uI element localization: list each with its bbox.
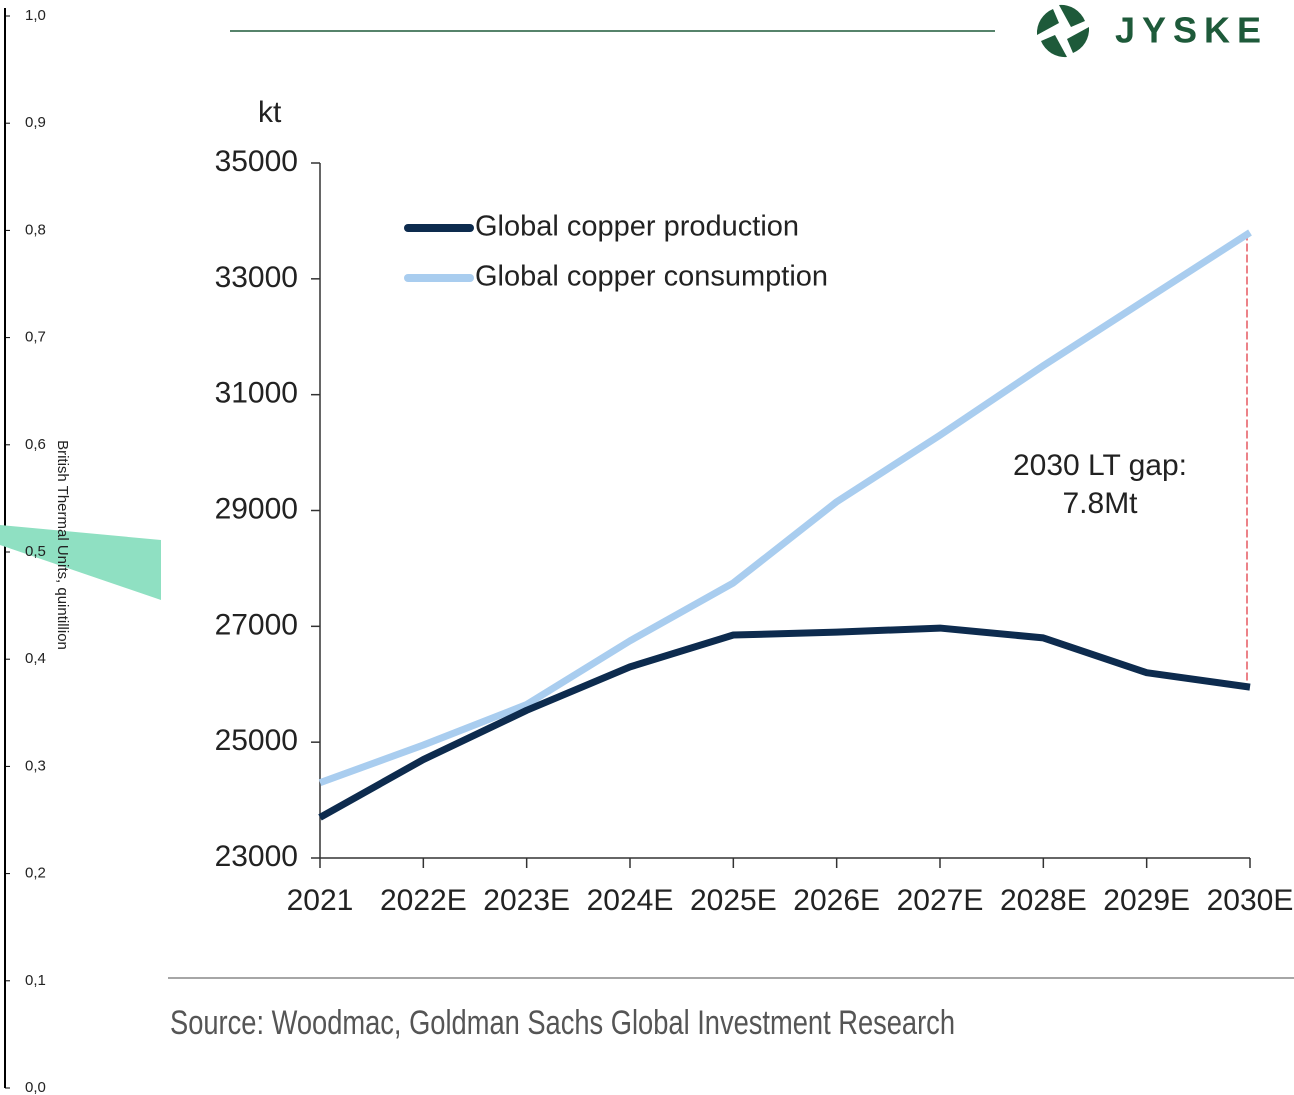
annotation: 7.8Mt (1062, 487, 1138, 520)
x-tick-label: 2029E (1103, 884, 1190, 917)
y-tick-label: 23000 (215, 840, 298, 873)
x-tick-label: 2030E (1207, 884, 1294, 917)
side-tick-label: 0,3 (25, 757, 46, 774)
side-tick-label: 0,6 (25, 436, 46, 453)
x-tick-label: 2028E (1000, 884, 1087, 917)
series-line (318, 624, 1251, 821)
legend-label: Global copper production (475, 211, 799, 243)
side-tick-label: 1,0 (25, 7, 46, 24)
side-tick-label: 0,7 (25, 329, 46, 346)
series-line (318, 229, 1252, 786)
logo-text: JYSKE (1115, 10, 1268, 51)
side-tick-label: 0,2 (25, 865, 46, 882)
x-tick-label: 2024E (587, 884, 674, 917)
side-tick-label: 0,5 (25, 543, 46, 560)
x-tick-label: 2026E (793, 884, 880, 917)
x-tick-label: 2022E (380, 884, 467, 917)
side-tick-label: 0,0 (25, 1079, 46, 1095)
side-tick-label: 0,4 (25, 650, 46, 667)
side-axis-label: British Thermal Units, quintillion (54, 440, 71, 650)
x-tick-label: 2021 (287, 884, 354, 917)
source: Source: Woodmac, Goldman Sachs Global In… (170, 1004, 955, 1042)
side-tick-label: 0,8 (25, 221, 46, 238)
y-tick-label: 33000 (215, 261, 298, 294)
y-tick-label: 25000 (215, 724, 298, 757)
y-tick-label: 29000 (215, 492, 298, 525)
x-tick-label: 2025E (690, 884, 777, 917)
side-tick-label: 0,1 (25, 972, 46, 989)
y-axis-label: kt (258, 96, 282, 129)
x-tick-label: 2023E (483, 884, 570, 917)
logo-icon (1036, 4, 1090, 58)
decor-wedge (0, 525, 161, 600)
x-tick-label: 2027E (897, 884, 984, 917)
side-tick-label: 0,9 (25, 114, 46, 131)
legend-label: Global copper consumption (475, 261, 828, 293)
annotation: 2030 LT gap: (1013, 449, 1187, 482)
y-tick-label: 35000 (215, 145, 298, 178)
y-tick-label: 31000 (215, 377, 298, 410)
y-tick-label: 27000 (215, 608, 298, 641)
